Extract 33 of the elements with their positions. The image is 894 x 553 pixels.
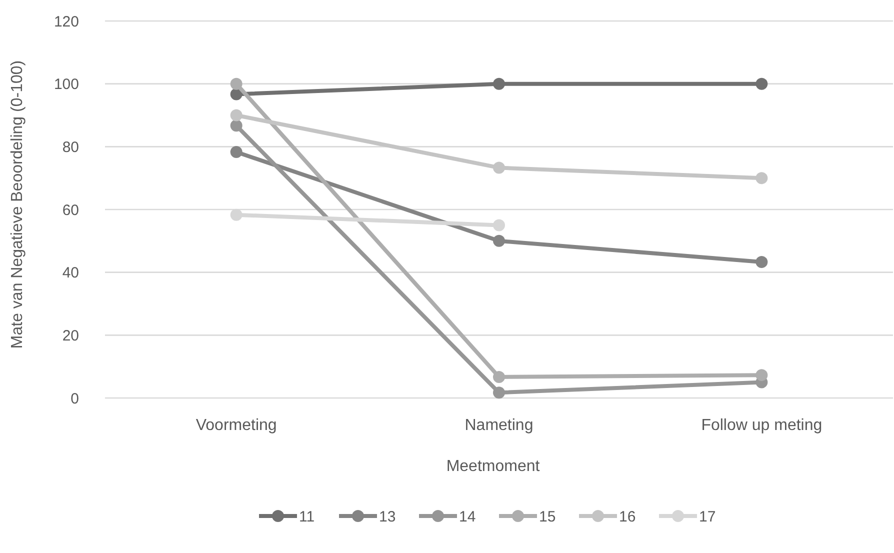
point — [230, 208, 242, 221]
point — [230, 120, 242, 132]
point — [756, 369, 768, 382]
point — [493, 234, 505, 247]
point — [493, 78, 505, 90]
point — [493, 386, 505, 399]
point — [493, 219, 505, 232]
point — [493, 162, 505, 174]
legend-label: 13 — [379, 508, 396, 526]
point — [230, 78, 242, 90]
point — [756, 256, 768, 268]
y-tick-label: 20 — [62, 327, 79, 344]
y-tick-label: 100 — [54, 76, 79, 94]
x-tick-label: Follow up meting — [701, 417, 822, 434]
point — [493, 370, 505, 383]
legend-label: 15 — [539, 508, 556, 526]
y-axis-title: Mate van Negatieve Beoordeling (0-100) — [9, 60, 26, 349]
y-tick-label: 0 — [70, 390, 79, 408]
x-axis-title: Meetmoment — [446, 458, 540, 475]
x-tick-label: Nameting — [464, 417, 534, 434]
y-tick-label: 60 — [62, 202, 79, 219]
legend-label: 14 — [459, 508, 476, 526]
y-tick-label: 80 — [62, 138, 79, 156]
legend-label: 16 — [619, 508, 636, 526]
point — [230, 146, 242, 158]
legend-label: 17 — [699, 508, 716, 526]
point — [756, 172, 768, 184]
point — [756, 78, 768, 90]
x-tick-label: Voormeting — [196, 417, 277, 434]
point — [230, 109, 242, 122]
y-tick-label: 40 — [62, 264, 79, 282]
y-tick-label: 120 — [54, 13, 79, 30]
legend-label: 11 — [299, 508, 315, 526]
